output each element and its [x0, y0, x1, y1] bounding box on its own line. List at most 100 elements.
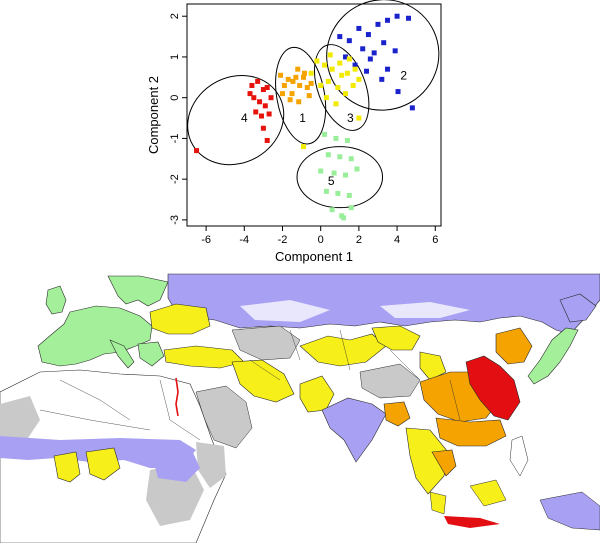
data-point-cluster-3: [308, 70, 314, 76]
region-western-europe: [37, 305, 153, 367]
x-axis-label: Component 1: [275, 249, 353, 264]
data-point-cluster-4: [260, 87, 266, 93]
data-point-cluster-5: [344, 137, 350, 143]
data-point-cluster-3: [350, 82, 356, 88]
data-point-cluster-5: [335, 190, 341, 196]
data-point-cluster-3: [327, 52, 333, 58]
data-point-cluster-5: [348, 205, 354, 211]
data-point-cluster-4: [266, 111, 272, 117]
data-point-cluster-3: [333, 101, 339, 107]
region-philippines: [509, 435, 529, 477]
region-grey-east-africa: [196, 442, 226, 488]
data-point-cluster-5: [318, 168, 324, 174]
y-axis-label: Component 2: [146, 76, 161, 154]
region-mongolia-steppe: [371, 325, 421, 351]
data-point-cluster-4: [260, 125, 266, 131]
region-japan: [527, 327, 579, 385]
data-point-cluster-2: [385, 66, 391, 72]
data-point-cluster-2: [346, 38, 352, 44]
y-axis-ticks: -3 -2 -1 0 1 2: [169, 13, 187, 225]
data-point-cluster-2: [364, 68, 370, 74]
data-point-cluster-1: [296, 99, 302, 105]
data-point-cluster-5: [346, 192, 352, 198]
data-point-cluster-5: [329, 207, 335, 213]
region-bangladesh: [383, 401, 411, 427]
data-point-cluster-2: [379, 76, 385, 82]
data-point-cluster-5: [333, 135, 339, 141]
data-point-cluster-3: [329, 66, 335, 72]
data-point-cluster-5: [341, 215, 347, 221]
region-india: [321, 397, 387, 463]
region-new-guinea: [539, 491, 600, 531]
region-ukraine: [149, 303, 211, 335]
data-point-cluster-4: [258, 113, 264, 119]
region-java: [444, 516, 500, 528]
cluster-labels: 1 2 3 4 5: [241, 68, 407, 188]
data-point-cluster-2: [367, 56, 373, 62]
data-point-cluster-4: [255, 78, 261, 84]
data-point-cluster-1: [281, 82, 287, 88]
data-point-cluster-2: [381, 40, 387, 46]
data-point-cluster-5: [322, 131, 328, 137]
data-point-cluster-1: [293, 74, 299, 80]
region-russia-patches: [240, 300, 470, 322]
data-point-cluster-3: [352, 66, 358, 72]
y-tick-label: -3: [169, 215, 181, 225]
data-point-cluster-3: [346, 56, 352, 62]
region-british-isles: [45, 285, 67, 315]
data-point-cluster-1: [297, 82, 303, 88]
data-point-cluster-2: [394, 13, 400, 19]
cluster-label-4: 4: [241, 111, 248, 125]
region-malay-islands: [429, 479, 507, 515]
data-point-cluster-4: [257, 99, 263, 105]
y-tick-label: 2: [169, 13, 181, 19]
data-point-cluster-5: [323, 188, 329, 194]
x-axis-ticks: -6 -4 -2 0 2 4 6: [201, 226, 438, 246]
data-point-cluster-1: [295, 66, 301, 72]
region-grey-steppe: [231, 325, 301, 361]
region-southeast-asia: [405, 427, 449, 495]
region-south-china: [435, 417, 507, 447]
data-point-cluster-2: [356, 25, 362, 31]
y-tick-label: -2: [169, 174, 181, 184]
data-point-cluster-3: [323, 95, 329, 101]
data-point-cluster-3: [314, 58, 320, 64]
cluster-label-5: 5: [328, 174, 335, 188]
data-point-cluster-2: [409, 105, 415, 111]
data-point-cluster-5: [343, 172, 349, 178]
data-point-cluster-2: [371, 50, 377, 56]
y-tick-label: -1: [169, 134, 181, 144]
x-tick-label: -4: [239, 234, 249, 246]
cluster-ellipses: [187, 0, 440, 209]
region-italy-balkans: [109, 339, 165, 369]
data-point-cluster-2: [392, 48, 398, 54]
x-tick-label: 0: [318, 234, 324, 246]
cluster-label-2: 2: [400, 68, 407, 82]
data-point-cluster-3: [356, 115, 362, 121]
data-point-cluster-2: [360, 46, 366, 52]
cluster-ellipse-3: [314, 44, 370, 131]
data-point-cluster-3: [325, 78, 331, 84]
data-point-cluster-3: [356, 76, 362, 82]
data-point-cluster-4: [268, 95, 274, 101]
data-point-cluster-5: [354, 166, 360, 172]
y-tick-label: 0: [169, 95, 181, 101]
data-point-cluster-4: [251, 95, 257, 101]
cluster-label-3: 3: [347, 111, 354, 125]
region-middle-east: [231, 359, 295, 403]
data-point-cluster-4: [253, 109, 259, 115]
region-manchuria-korea: [495, 327, 533, 365]
cluster-ellipse-4: [187, 75, 285, 166]
data-point-cluster-2: [337, 34, 343, 40]
data-points: [194, 13, 415, 221]
data-point-cluster-4: [262, 103, 268, 109]
country-borders: [39, 329, 461, 441]
region-southeast-asia-orange: [431, 449, 457, 477]
data-point-cluster-2: [365, 32, 371, 38]
data-point-cluster-2: [375, 21, 381, 27]
data-point-cluster-5: [325, 152, 331, 158]
data-point-cluster-1: [301, 70, 307, 76]
data-point-cluster-1: [304, 85, 310, 91]
cluster-ellipse-5: [296, 146, 384, 209]
